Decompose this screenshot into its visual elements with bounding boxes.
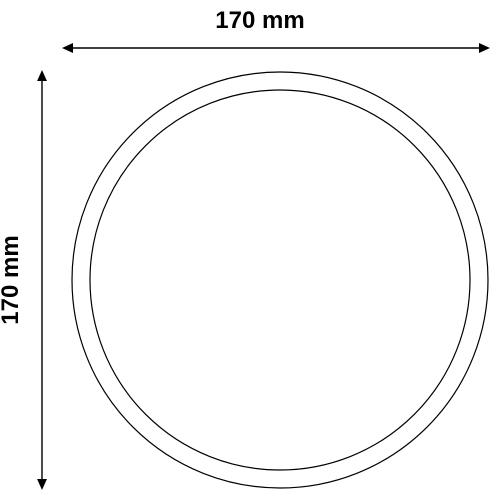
technical-drawing: 170 mm 170 mm	[0, 0, 500, 500]
arrowhead-right-icon	[479, 43, 490, 53]
vertical-dimension: 170 mm	[0, 70, 47, 490]
arrowhead-down-icon	[37, 479, 47, 490]
inner-circle	[90, 90, 470, 470]
dimension-label-h: 170 mm	[215, 7, 304, 34]
horizontal-dimension: 170 mm	[62, 7, 490, 53]
dimension-label-v: 170 mm	[0, 235, 24, 324]
arrowhead-left-icon	[62, 43, 73, 53]
arrowhead-up-icon	[37, 70, 47, 81]
outer-circle	[72, 72, 488, 488]
